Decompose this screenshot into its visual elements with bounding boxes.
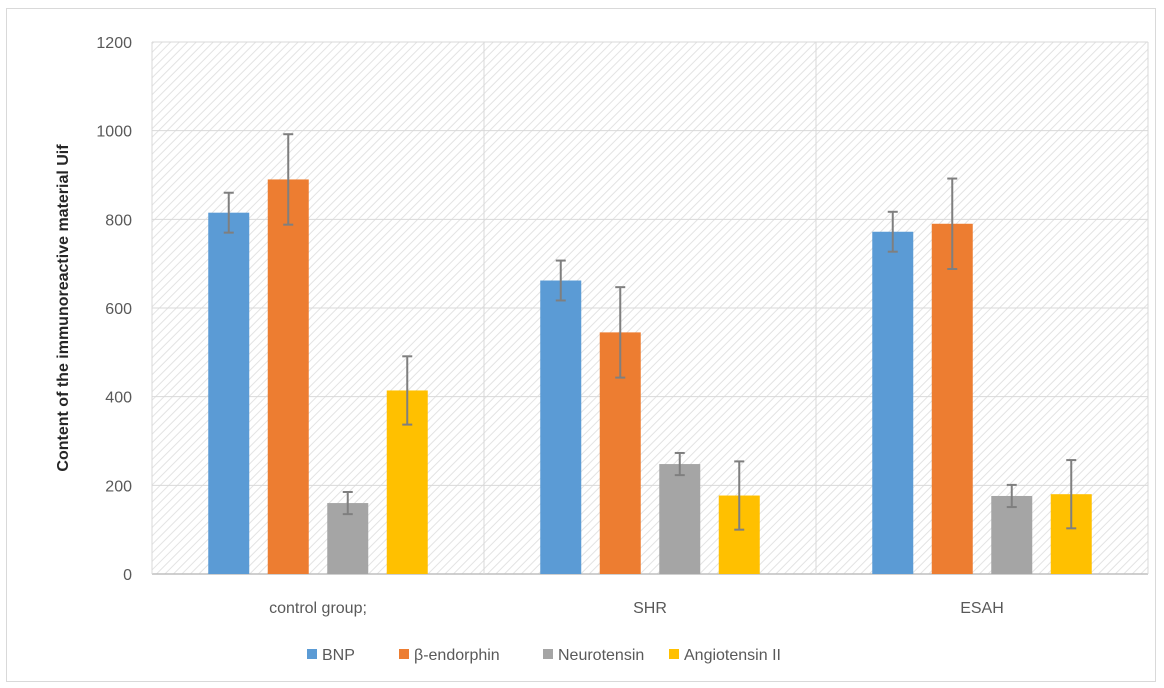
bar — [991, 495, 1033, 574]
bar — [659, 464, 701, 574]
y-axis-label: Content of the immunoreactive material U… — [55, 144, 72, 472]
y-tick-label: 200 — [105, 478, 132, 495]
x-axis-ticks: control group; SHR ESAH — [269, 600, 1004, 617]
chart-frame — [6, 8, 1156, 682]
bar — [931, 223, 973, 574]
x-tick-label: SHR — [633, 600, 667, 617]
x-tick-label: ESAH — [960, 600, 1004, 617]
bar — [540, 280, 582, 574]
legend: BNP β-endorphin Neurotensin Angiotensin II — [307, 647, 781, 664]
y-tick-label: 800 — [105, 212, 132, 229]
y-axis-ticks: 0 200 400 600 800 1000 1200 — [96, 35, 132, 584]
legend-label: β-endorphin — [414, 647, 500, 664]
legend-swatch — [669, 649, 679, 659]
y-tick-label: 400 — [105, 390, 132, 407]
bars-group — [208, 179, 1092, 574]
legend-label: Angiotensin II — [684, 647, 781, 664]
x-tick-label: control group; — [269, 600, 367, 617]
grid-lines — [151, 41, 1149, 575]
legend-label: BNP — [322, 647, 355, 664]
bar — [872, 231, 914, 574]
bar — [267, 179, 309, 574]
error-bars-group — [223, 133, 1077, 531]
y-tick-label: 600 — [105, 301, 132, 318]
y-tick-label: 1000 — [96, 124, 132, 141]
bar — [208, 212, 250, 574]
legend-swatch — [307, 649, 317, 659]
legend-swatch — [399, 649, 409, 659]
legend-swatch — [543, 649, 553, 659]
legend-label: Neurotensin — [558, 647, 644, 664]
y-tick-label: 1200 — [96, 35, 132, 52]
y-tick-label: 0 — [123, 567, 132, 584]
